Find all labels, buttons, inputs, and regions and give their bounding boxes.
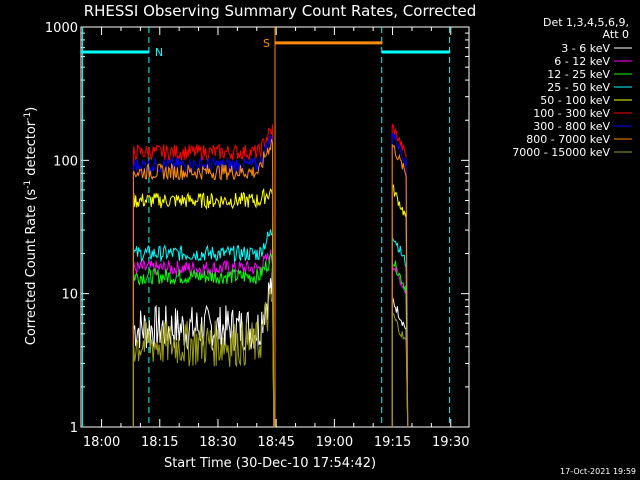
series-line-late-1 [391, 262, 409, 428]
series-line-3 [132, 229, 275, 428]
series-line-8 [132, 287, 275, 428]
legend-header-line-1: Det 1,3,4,5,6,9, [543, 16, 629, 29]
flag-markers: NS [81, 27, 451, 427]
series-line-late-8 [391, 313, 409, 428]
series-line-late-2 [391, 259, 409, 428]
x-tick-label-4: 19:00 [316, 435, 353, 450]
x-axis-label: Start Time (30-Dec-10 17:54:42) [164, 456, 376, 471]
x-tick-label-2: 18:30 [199, 435, 236, 450]
series-line-5 [132, 124, 275, 428]
legend-label-1: 6 - 12 keV [554, 55, 610, 68]
x-tick-label-6: 19:30 [432, 435, 469, 450]
x-tick-label-0: 18:00 [83, 435, 120, 450]
legend-label-0: 3 - 6 keV [561, 42, 610, 55]
y-tick-label-3: 1000 [45, 21, 78, 36]
y-tick-label-0: 1 [70, 421, 78, 436]
series-line-late-6 [391, 133, 409, 428]
y-tick-label-1: 10 [61, 288, 78, 303]
legend-label-3: 25 - 50 keV [547, 81, 610, 94]
series-line-late-3 [391, 233, 409, 428]
series-line-late-5 [391, 123, 409, 428]
y-axis-label: Corrected Count Rate (s-1 detector-1) [23, 107, 39, 345]
series-line-7 [132, 138, 275, 428]
saa-flag-label: S [263, 37, 270, 50]
x-tick-label-1: 18:15 [141, 435, 178, 450]
x-axis: 18:00 18:15 18:30 18:45 19:00 19:15 19:30 [83, 27, 469, 450]
series-lines [132, 123, 409, 428]
chart-title: RHESSI Observing Summary Count Rates, Co… [84, 2, 477, 20]
legend-label-7: 800 - 7000 keV [526, 133, 610, 146]
series-line-late-0 [391, 297, 409, 428]
series-line-late-7 [391, 144, 409, 428]
series-line-4 [132, 187, 275, 428]
x-tick-label-5: 19:15 [374, 435, 411, 450]
x-tick-label-3: 18:45 [257, 435, 294, 450]
legend-label-2: 12 - 25 keV [547, 68, 610, 81]
night-flag-label: N [155, 46, 163, 59]
legend-label-4: 50 - 100 keV [540, 94, 610, 107]
legend-label-6: 300 - 800 keV [533, 120, 610, 133]
series-line-2 [132, 252, 275, 428]
legend-header-line-2: Att 0 [603, 28, 629, 41]
y-axis: 1 10 100 1000 [45, 21, 469, 436]
legend-label-5: 100 - 300 keV [533, 107, 610, 120]
footer-timestamp: 17-Oct-2021 19:59 [560, 467, 636, 476]
y-tick-label-2: 100 [53, 154, 78, 169]
legend-label-8: 7000 - 15000 keV [512, 146, 610, 159]
series-line-late-4 [391, 184, 409, 428]
